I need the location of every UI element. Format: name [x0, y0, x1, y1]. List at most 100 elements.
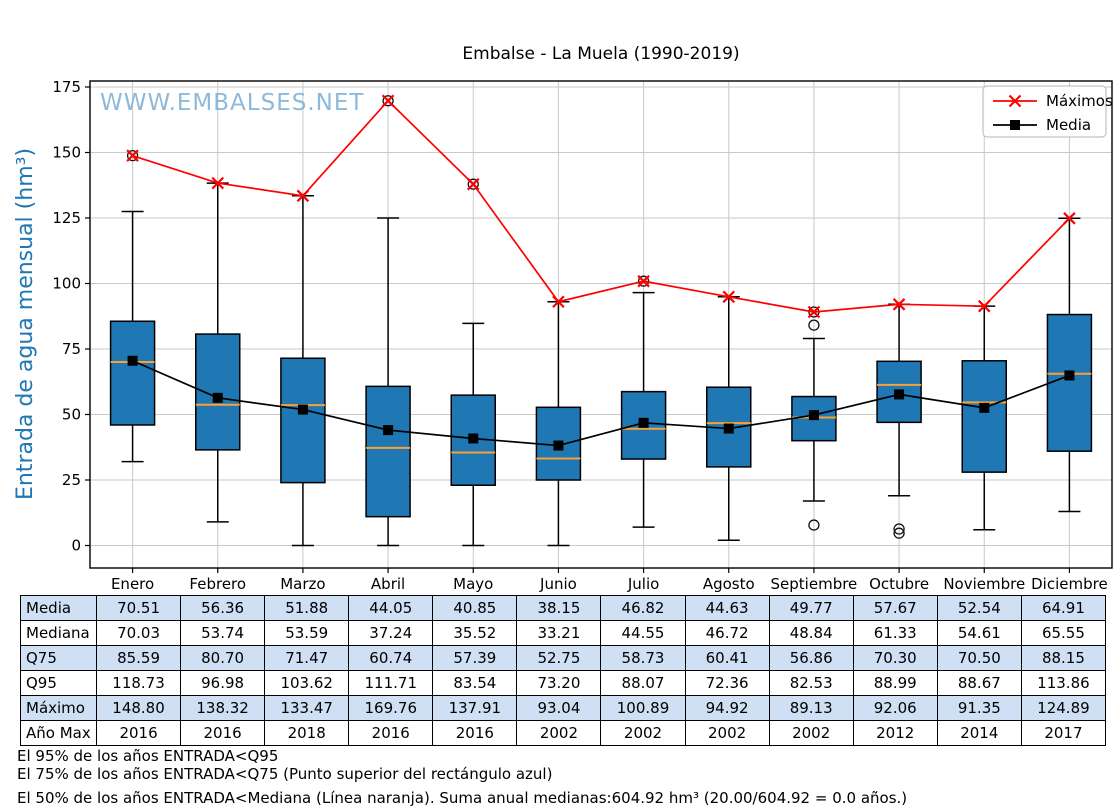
plot-border: [89, 80, 1113, 569]
table-cell: 83.54: [432, 670, 518, 696]
table-cell: 61.33: [852, 620, 938, 646]
table-cell: 88.15: [1020, 645, 1107, 671]
table-cell: 70.50: [936, 645, 1022, 671]
table-cell: 49.77: [768, 595, 854, 621]
table-cell: 2002: [768, 720, 854, 746]
maximos-marker: [381, 94, 395, 108]
table-cell: 56.86: [768, 645, 854, 671]
y-tick-label: 125: [52, 209, 81, 227]
table-cell: 2002: [516, 720, 602, 746]
table-cell: 93.04: [516, 695, 602, 721]
outlier-circle: [382, 95, 394, 107]
maximos-marker: [1063, 212, 1076, 225]
plot-area: [90, 81, 1112, 568]
table-cell: 94.92: [684, 695, 770, 721]
table-cell: 60.41: [684, 645, 770, 671]
media-marker: [638, 417, 649, 428]
table-row-label: Media: [20, 595, 97, 621]
table-cell: 148.80: [95, 695, 182, 721]
legend-label-Máximos: Máximos: [1046, 92, 1113, 110]
box-Abril: [365, 385, 411, 518]
x-tick-label-Mayo: Mayo: [453, 575, 493, 593]
table-row-label: Año Max: [20, 720, 97, 746]
table-row-Media: Media 70.51 56.36 51.88 44.05 40.85 38.15 46.82…: [20, 595, 1107, 621]
x-tick-label-Diciembre: Diciembre: [1031, 575, 1108, 593]
media-marker: [894, 389, 905, 400]
table-cell: 2018: [264, 720, 350, 746]
maximos-marker: [211, 176, 225, 190]
y-tick-label: 150: [52, 144, 81, 162]
table-cell: 71.47: [264, 645, 350, 671]
table-row-Q75: Q75 85.59 80.70 71.47 60.74 57.39 52.75 58.73 60…: [20, 645, 1107, 671]
y-tick-label: 0: [71, 537, 81, 555]
media-marker: [297, 404, 308, 415]
table-cell: 89.13: [768, 695, 854, 721]
table-cell: 2012: [852, 720, 938, 746]
media-marker: [127, 355, 138, 366]
table-cell: 46.72: [684, 620, 770, 646]
media-marker: [553, 440, 564, 451]
maximos-marker: [296, 189, 310, 203]
table-cell: 57.39: [432, 645, 518, 671]
boxplot-chart: WWW.EMBALSES.NET 0 25 50 75 100 125 150 175 Enero…: [52, 78, 1113, 593]
maximos-marker: [126, 149, 139, 162]
table-cell: 40.85: [432, 595, 518, 621]
table-cell: 44.05: [348, 595, 434, 621]
table-cell: 70.03: [95, 620, 182, 646]
table-cell: 70.30: [852, 645, 938, 671]
table-cell: 33.21: [516, 620, 602, 646]
table-cell: 56.36: [180, 595, 266, 621]
table-cell: 124.89: [1020, 695, 1107, 721]
x-tick-label-Abril: Abril: [371, 575, 405, 593]
table-cell: 88.67: [936, 670, 1022, 696]
table-cell: 51.88: [264, 595, 350, 621]
table-cell: 103.62: [264, 670, 350, 696]
chart-title: Embalse - La Muela (1990-2019): [462, 44, 740, 64]
table-row-label: Máximo: [20, 695, 97, 721]
x-tick-label-Marzo: Marzo: [280, 575, 325, 593]
table-cell: 73.20: [516, 670, 602, 696]
maximos-marker: [892, 298, 906, 311]
table-cell: 65.55: [1020, 620, 1107, 646]
watermark: WWW.EMBALSES.NET: [100, 90, 364, 116]
x-tick-label-Enero: Enero: [111, 575, 154, 593]
x-tick-label-Febrero: Febrero: [189, 575, 246, 593]
y-tick-label: 50: [62, 406, 81, 424]
table-cell: 58.73: [600, 645, 686, 671]
outlier-circle: [893, 527, 905, 539]
table-cell: 88.07: [600, 670, 686, 696]
legend-square-marker-icon: [1010, 120, 1020, 130]
table-cell: 118.73: [95, 670, 182, 696]
table-cell: 80.70: [180, 645, 266, 671]
table-cell: 113.86: [1020, 670, 1107, 696]
table-cell: 52.54: [936, 595, 1022, 621]
table-cell: 2014: [936, 720, 1022, 746]
media-marker: [808, 410, 819, 421]
table-cell: 2016: [432, 720, 518, 746]
table-cell: 92.06: [852, 695, 938, 721]
outlier-circle: [808, 319, 820, 331]
y-axis-label: Entrada de agua mensual (hm³): [13, 147, 38, 501]
x-tick-label-Septiembre: Septiembre: [771, 575, 858, 593]
table-cell: 53.59: [264, 620, 350, 646]
table-cell: 2002: [600, 720, 686, 746]
box-Diciembre: [1046, 313, 1093, 452]
table-cell: 2016: [180, 720, 266, 746]
media-marker: [1064, 370, 1075, 381]
outlier-circle: [126, 149, 139, 162]
table-row-label: Mediana: [20, 620, 97, 646]
maximos-marker: [807, 305, 821, 319]
box-Marzo: [280, 357, 326, 484]
table-cell: 138.32: [180, 695, 266, 721]
table-row-Máximo: Máximo 148.80 138.32 133.47 169.76 137.91 93.0…: [20, 695, 1107, 721]
table-cell: 44.55: [600, 620, 686, 646]
table-row-Q95: Q95 118.73 96.98 103.62 111.71 83.54 73.20 88.0…: [20, 670, 1107, 696]
footer-note-q95: El 95% de los años ENTRADA<Q95: [17, 747, 279, 765]
media-marker: [723, 423, 734, 434]
x-tick-label-Junio: Junio: [539, 575, 577, 593]
table-row-Año Max: Año Max 2016 2016 2018 2016 2016 2002 2002 2002 2…: [20, 720, 1107, 746]
table-cell: 88.99: [852, 670, 938, 696]
table-cell: 91.35: [936, 695, 1022, 721]
box-Enero: [109, 320, 156, 426]
